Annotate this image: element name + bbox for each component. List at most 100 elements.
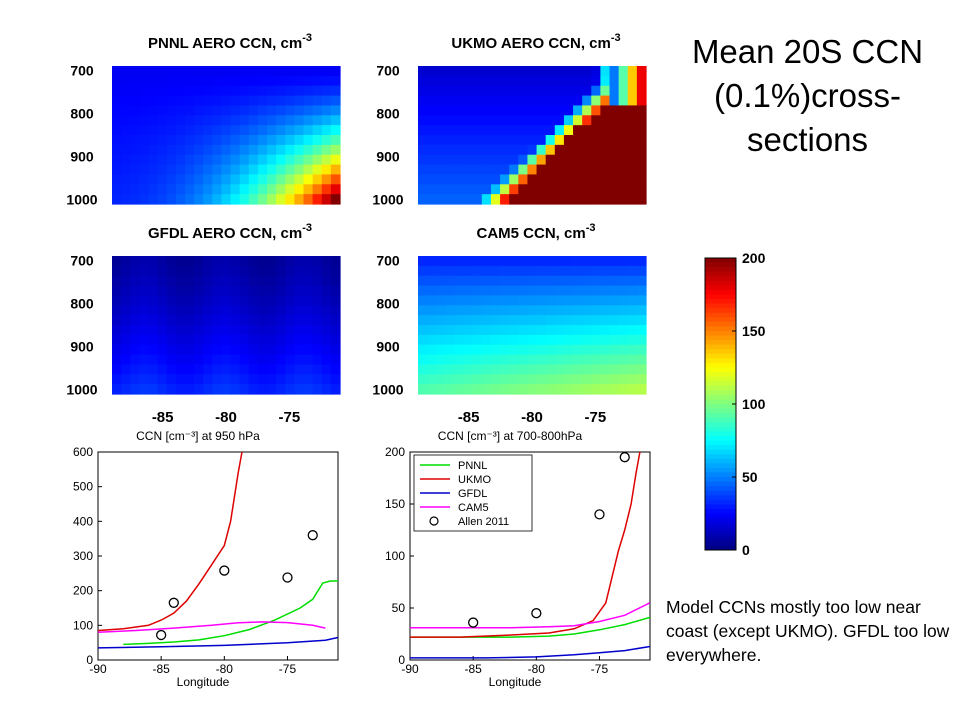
heatmap-cell bbox=[627, 354, 638, 366]
heatmap-cell bbox=[257, 125, 268, 136]
heatmap-cell bbox=[112, 184, 122, 195]
heatmap-cell bbox=[500, 285, 510, 297]
colorbar-segment bbox=[705, 335, 736, 341]
heatmap-cell bbox=[294, 334, 305, 346]
heatmap-cell bbox=[130, 105, 140, 116]
heatmap-cell bbox=[554, 256, 565, 267]
heatmap-cell bbox=[230, 285, 241, 297]
heatmap-cell bbox=[230, 325, 241, 336]
heatmap-cell bbox=[454, 115, 465, 126]
heatmap-cell bbox=[509, 115, 519, 126]
heatmap-cell bbox=[203, 164, 213, 176]
heatmap-cell bbox=[591, 315, 601, 326]
heatmap-cell bbox=[285, 364, 295, 375]
heatmap-cell bbox=[294, 344, 305, 356]
heatmap-cell bbox=[121, 334, 131, 346]
heatmap-cell bbox=[194, 174, 204, 185]
heatmap-panel-cam5 bbox=[418, 256, 647, 395]
colorbar-segment bbox=[705, 413, 736, 419]
heatmap-cell bbox=[445, 115, 456, 126]
legend-label: PNNL bbox=[458, 460, 487, 472]
heatmap-cell bbox=[627, 115, 638, 126]
heatmap-y-tick: 900 bbox=[376, 339, 400, 355]
heatmap-cell bbox=[427, 364, 437, 375]
heatmap-cell bbox=[321, 85, 332, 97]
heatmap-cell bbox=[212, 334, 223, 346]
heatmap-cell bbox=[148, 315, 159, 326]
heatmap-y-tick: 800 bbox=[376, 105, 400, 121]
heatmap-cell bbox=[436, 184, 446, 195]
heatmap-cell bbox=[267, 154, 277, 166]
heatmap-cell bbox=[436, 325, 446, 336]
heatmap-cell bbox=[490, 66, 501, 77]
heatmap-cell bbox=[600, 265, 611, 277]
heatmap-cell bbox=[148, 325, 159, 336]
heatmap-cell bbox=[294, 135, 305, 146]
heatmap-cell bbox=[509, 295, 519, 306]
heatmap-cell bbox=[212, 364, 223, 375]
heatmap-cell bbox=[618, 364, 629, 375]
heatmap-cell bbox=[536, 325, 547, 336]
heatmap-cell bbox=[175, 154, 186, 166]
colorbar-segment bbox=[705, 417, 736, 423]
heatmap-cell bbox=[627, 194, 638, 205]
heatmap-cell bbox=[139, 265, 150, 277]
heatmap-cell bbox=[157, 194, 168, 205]
heatmap-cell bbox=[463, 325, 474, 336]
heatmap-cell bbox=[454, 66, 465, 77]
heatmap-cell bbox=[582, 256, 592, 267]
heatmap-cell bbox=[257, 174, 268, 185]
heatmap-cell bbox=[554, 75, 565, 87]
heatmap-cell bbox=[257, 95, 268, 107]
heatmap-cell bbox=[157, 154, 168, 166]
heatmap-cell bbox=[563, 285, 574, 297]
data-point-allen-2011 bbox=[307, 530, 318, 541]
heatmap-cell bbox=[490, 256, 501, 267]
heatmap-cell bbox=[148, 184, 159, 195]
heatmap-cell bbox=[194, 364, 204, 375]
heatmap-cell bbox=[527, 144, 538, 156]
heatmap-cell bbox=[490, 334, 501, 346]
colorbar-segment bbox=[705, 294, 736, 300]
heatmap-cell bbox=[527, 305, 538, 316]
heatmap-cell bbox=[303, 275, 314, 287]
heatmap-cell bbox=[212, 265, 223, 277]
heatmap-cell bbox=[418, 305, 428, 316]
heatmap-cell bbox=[500, 105, 510, 116]
heatmap-cell bbox=[330, 256, 341, 267]
heatmap-cell bbox=[230, 275, 241, 287]
heatmap-cell bbox=[618, 125, 629, 136]
heatmap-cell bbox=[230, 305, 241, 316]
series-line-ukmo bbox=[410, 452, 641, 638]
heatmap-cell bbox=[609, 374, 620, 385]
heatmap-cell bbox=[112, 174, 122, 185]
colorbar-segment bbox=[705, 527, 736, 533]
heatmap-cell bbox=[472, 384, 483, 395]
heatmap-cell bbox=[563, 256, 574, 267]
heatmap-cell bbox=[294, 95, 305, 107]
heatmap-cell bbox=[139, 305, 150, 316]
heatmap-cell bbox=[194, 184, 204, 195]
heatmap-cell bbox=[175, 295, 186, 306]
heatmap-cell bbox=[157, 285, 168, 297]
heatmap-cell bbox=[445, 184, 456, 195]
heatmap-cell bbox=[166, 66, 177, 77]
heatmap-cell bbox=[148, 285, 159, 297]
heatmap-cell bbox=[618, 66, 629, 77]
heatmap-cell bbox=[600, 164, 611, 176]
heatmap-cell bbox=[257, 154, 268, 166]
heatmap-cell bbox=[175, 344, 186, 356]
heatmap-cell bbox=[436, 275, 446, 287]
heatmap-cell bbox=[582, 315, 592, 326]
heatmap-cell bbox=[427, 115, 437, 126]
heatmap-cell bbox=[184, 325, 195, 336]
heatmap-cell bbox=[239, 85, 250, 97]
heatmap-cell bbox=[139, 315, 150, 326]
heatmap-cell bbox=[330, 325, 341, 336]
heatmap-cell bbox=[481, 295, 492, 306]
heatmap-cell bbox=[518, 66, 529, 77]
heatmap-cell bbox=[321, 174, 332, 185]
heatmap-cell bbox=[582, 95, 592, 107]
heatmap-cell bbox=[112, 275, 122, 287]
heatmap-cell bbox=[591, 164, 601, 176]
